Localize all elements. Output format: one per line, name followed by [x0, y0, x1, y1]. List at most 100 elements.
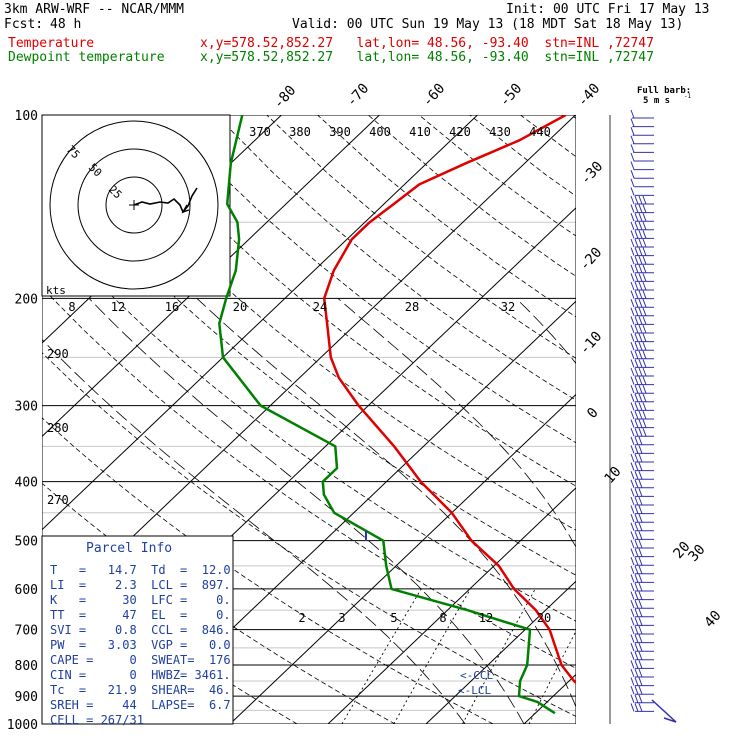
wind-barb	[630, 350, 654, 360]
wind-barb-flag	[630, 204, 635, 213]
fcst-label: Fcst:	[4, 17, 44, 32]
wind-barb-flag	[630, 273, 635, 282]
wind-barb-flag	[630, 178, 635, 187]
isotherm-label: -20	[577, 245, 606, 275]
wind-barb	[630, 187, 654, 196]
wind-barb-flag	[638, 694, 643, 703]
wind-barb-flag	[630, 419, 635, 428]
wind-barb	[630, 385, 654, 394]
wind-barb-flag	[634, 428, 639, 437]
wind-barb	[630, 479, 654, 489]
dry-adiabat	[469, 115, 576, 197]
wind-barb-flag	[634, 531, 639, 540]
wind-barb	[630, 419, 654, 429]
wind-barb-flag	[638, 471, 643, 480]
pressure-label: 200	[15, 292, 38, 307]
wind-barb-flag	[638, 402, 643, 411]
wind-barb-flag	[642, 367, 647, 377]
wind-barb	[630, 273, 654, 282]
wind-barb-flag	[642, 256, 647, 265]
hodograph-ring	[105, 176, 163, 234]
wind-barb-flag	[642, 204, 647, 213]
wind-barb	[630, 376, 654, 386]
wind-barb	[630, 643, 654, 652]
wind-barb	[630, 505, 654, 515]
wind-barb-flag	[642, 419, 647, 428]
wind-barb-flag	[630, 350, 635, 359]
hodograph-speed-label: 28	[405, 300, 419, 314]
temperature-info: x,y=578.52,852.27 lat,lon= 48.56, -93.40…	[200, 36, 654, 51]
wind-barb-flag	[630, 367, 635, 377]
wind-barb	[630, 359, 654, 368]
wind-barb-flag	[634, 608, 639, 617]
theta-label: 290	[47, 347, 69, 361]
wind-barb-flag	[638, 634, 643, 643]
wind-barb-flag	[642, 230, 647, 239]
wind-barb-flag	[634, 445, 639, 454]
moist-adiabat	[337, 297, 576, 548]
wind-barb-flag	[634, 522, 639, 531]
wind-barb-flag	[642, 385, 647, 394]
theta-label: 270	[47, 493, 69, 507]
theta-label: 280	[47, 421, 69, 435]
isotherm-label: 0	[584, 405, 602, 422]
dry-adiabat	[520, 115, 576, 158]
wind-barb-flag	[630, 127, 635, 136]
wind-barb-flag	[630, 600, 635, 609]
pressure-label: 500	[15, 535, 38, 550]
wind-barb-flag	[634, 479, 639, 488]
wind-barb-flag	[634, 703, 639, 712]
wind-barb	[630, 668, 654, 678]
wind-barb-flag	[630, 152, 635, 162]
wind-barb-flag	[630, 479, 635, 488]
dewpoint-info: x,y=578.52,852.27 lat,lon= 48.56, -93.40…	[200, 50, 654, 65]
wind-barb-flag	[638, 617, 643, 626]
pressure-label: 600	[15, 583, 38, 598]
wind-barb-flag	[634, 565, 639, 574]
wind-barb-flag	[634, 686, 639, 695]
parcel-info-row: CIN = 0 HWBZ= 3461.	[50, 668, 231, 682]
wind-barb	[630, 539, 654, 549]
wind-barb	[630, 410, 654, 420]
wind-barb	[630, 367, 654, 377]
wind-barb-surface	[651, 699, 677, 723]
dry-adiabat	[673, 115, 740, 724]
wind-barb-flag	[638, 290, 643, 299]
wind-barb	[630, 660, 654, 669]
wind-barb-flag	[630, 625, 635, 635]
wind-barb	[630, 238, 654, 248]
wind-barb-flag	[630, 522, 635, 531]
wind-barb-flag	[630, 187, 635, 196]
isotherm-label: 40	[701, 608, 724, 631]
wind-barb-flag	[638, 668, 643, 678]
mixing-ratio-label: 20	[537, 611, 551, 625]
hodograph-ring	[77, 148, 191, 262]
parcel-info-row: Tc = 21.9 SHEAR= 46.	[50, 683, 231, 697]
wind-barb-flag	[642, 281, 647, 291]
wind-barb-flag	[642, 273, 647, 282]
wind-barb-flag	[638, 230, 643, 239]
theta-e-label: 410	[409, 125, 431, 139]
hodograph-speed-label: 20	[233, 300, 247, 314]
wind-barb-flag	[638, 539, 643, 549]
wind-barb	[630, 118, 654, 128]
wind-barb-flag	[638, 591, 643, 600]
wind-barb-flag	[638, 643, 643, 652]
wind-barb-flag	[642, 350, 647, 359]
wind-barb	[630, 462, 654, 472]
pressure-label: 800	[15, 659, 38, 674]
dry-adiabat	[42, 220, 576, 622]
hodograph-trace	[133, 187, 198, 214]
wind-barb-flag	[630, 488, 635, 497]
wind-barb-flag	[638, 333, 643, 342]
wind-barb	[630, 213, 654, 222]
wind-barb	[630, 127, 654, 136]
wind-barb-flag	[638, 213, 643, 222]
wind-barb	[630, 453, 654, 463]
wind-barb-flag	[630, 299, 635, 308]
wind-barb-flag	[638, 557, 643, 566]
mixing-ratio-line	[668, 589, 729, 724]
wind-barb-flag	[630, 557, 635, 566]
mixing-ratio-label: 12	[479, 611, 493, 625]
wind-barb-flag	[630, 462, 635, 471]
